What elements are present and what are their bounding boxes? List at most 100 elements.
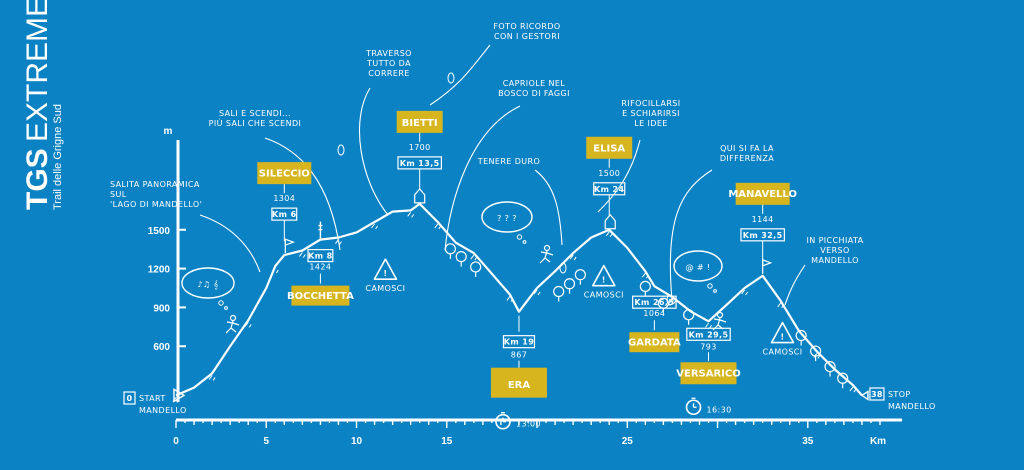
title-block: TGS EXTREME Trail delle Grigne Sud — [21, 0, 64, 210]
warning-exclamation: ! — [383, 269, 387, 278]
terrain-stroke — [506, 296, 514, 302]
checkpoint-label-box: SILECCIO — [257, 162, 312, 185]
terrain-stroke — [407, 212, 415, 218]
annotation-text: CAPRIOLE NEL BOSCO DI FAGGI — [498, 79, 570, 98]
annotations: SALITA PANORAMICA SUL 'LAGO DI MANDELLO'SA… — [110, 22, 863, 306]
checkpoint-name: VERSARICO — [676, 368, 740, 379]
bubble-dot — [218, 300, 224, 306]
tree-icon — [639, 280, 651, 297]
annotation-text-line: SALITA PANORAMICA — [110, 180, 200, 189]
altitude-label: 1700 — [409, 143, 431, 152]
altitude-label: 867 — [511, 351, 527, 360]
runner-body — [225, 320, 240, 334]
terrain-stroke — [298, 252, 306, 258]
warning-sign-icon: ! CAMOSCI — [762, 321, 802, 357]
runner-icon — [225, 314, 240, 334]
warning-triangle — [770, 321, 795, 344]
profile-line — [175, 202, 863, 397]
thought-bubble-icon: ? ? ? — [481, 201, 533, 244]
tree-crown — [444, 243, 456, 255]
checkpoint-name: BOCCHETTA — [287, 291, 354, 302]
callout-line — [597, 139, 641, 213]
km-tag-text: Km 29,5 — [689, 330, 729, 339]
start-label-line: MANDELLO — [139, 406, 187, 415]
annotation-text-line: DIFFERENZA — [720, 154, 774, 163]
annotation-text-line: SUL — [110, 190, 127, 199]
camosci-label: CAMOSCI — [584, 291, 624, 300]
label-box-bg — [629, 332, 680, 353]
checkpoint-name: ELISA — [593, 144, 625, 155]
checkpoint-label-box: BOCCHETTA — [287, 285, 354, 306]
altitude-label: 1304 — [273, 194, 295, 203]
km-tag-text: Km 6 — [272, 210, 297, 219]
runner-body — [712, 317, 727, 331]
tree-crown — [639, 280, 651, 292]
terrain-stroke — [208, 375, 216, 381]
annotation-text: SALI E SCENDI... PIÙ SALI CHE SCENDI — [209, 109, 302, 128]
annotation-text-line: VERSO — [820, 246, 849, 255]
tree-crown — [563, 278, 576, 290]
callout-line — [359, 87, 389, 216]
bubble-dot — [516, 234, 523, 240]
terrain-stroke — [777, 302, 785, 309]
title-name: EXTREME — [21, 0, 54, 142]
km-tag-text: Km 13,5 — [400, 159, 440, 168]
x-tick-label: 35 — [802, 436, 814, 447]
km-tag-frame — [686, 327, 731, 341]
flag-cloth — [284, 238, 296, 246]
hut-outline — [604, 213, 616, 230]
km-tag-frame — [502, 335, 536, 349]
title-subtitle: Trail delle Grigne Sud — [52, 104, 64, 210]
altitude-label: 1500 — [598, 169, 620, 178]
bubble-text: ♪♫ 𝄞 — [197, 280, 218, 289]
label-box-bg — [396, 110, 443, 133]
tree-icon — [795, 329, 807, 346]
warning-sign-icon: ! CAMOSCI — [584, 264, 624, 300]
terrain-stroke — [813, 353, 821, 359]
warning-triangle — [373, 258, 398, 280]
start-label-line: START — [139, 394, 166, 403]
terrain-stroke — [849, 386, 857, 393]
y-tick-label: 600 — [153, 342, 170, 353]
checkpoint-label-box: BIETTI — [396, 110, 443, 133]
terrain-stroke — [641, 272, 649, 279]
annotation-text: TENERE DURO — [477, 157, 540, 166]
checkpoint-label-box: ERA — [490, 367, 547, 398]
km-tag-text: Km 26,5 — [634, 298, 674, 307]
tree-crown — [553, 285, 565, 298]
checkpoint-name: GARDATA — [628, 337, 681, 348]
annotation-text: FOTO RICORDO CON I GESTORI — [493, 22, 560, 41]
tree-icon — [824, 360, 836, 377]
hut-icon — [414, 187, 426, 204]
x-tick-label: 15 — [441, 436, 453, 447]
km-tag-frame — [123, 391, 136, 405]
warning-exclamation: ! — [602, 276, 606, 285]
hut-icon — [604, 213, 616, 230]
runner-icon — [539, 244, 554, 264]
terrain-stroke — [605, 231, 613, 238]
x-tick-label: 5 — [263, 436, 269, 447]
km-tag-text: 38 — [871, 390, 883, 399]
km-tag-frame — [632, 295, 677, 309]
callout-line — [429, 44, 491, 106]
warning-exclamation: ! — [780, 333, 784, 342]
runner-icon — [712, 311, 727, 331]
checkpoint-name: SILECCIO — [259, 168, 310, 179]
annotation-text-line: PIÙ SALI CHE SCENDI — [209, 117, 302, 128]
annotation-text: QUI SI FA LA DIFFERENZA — [720, 144, 774, 163]
stopwatch-hands — [500, 412, 506, 423]
checkpoints: 0 START MANDELLO SILECCIO 1304 Km 6 1424 Km 8 BO… — [123, 110, 935, 430]
tree-icon — [470, 261, 482, 277]
bubble-dot — [713, 289, 717, 293]
x-tick-label: 0 — [173, 436, 179, 447]
callout-line — [669, 169, 713, 301]
annotation-text-line: TUTTO DA — [366, 59, 411, 68]
bubble-cloud — [481, 201, 533, 233]
annotation-text-line: BOSCO DI FAGGI — [498, 89, 570, 98]
stopwatch-face — [685, 399, 702, 416]
altitude-label: 1424 — [309, 263, 331, 272]
checkpoint-label-box: VERSARICO — [676, 362, 741, 385]
flag-icon — [762, 258, 773, 274]
km-tag-text: Km 8 — [308, 252, 333, 261]
